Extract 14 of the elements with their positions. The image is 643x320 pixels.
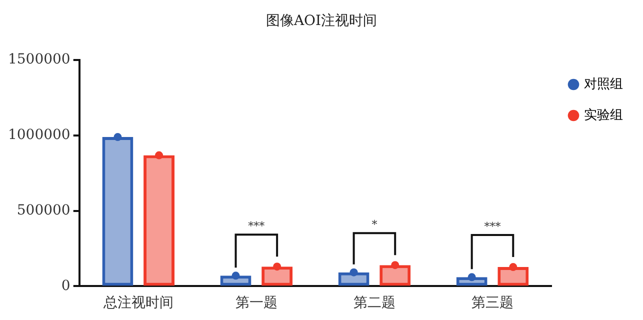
legend-label: 实验组 <box>584 108 623 123</box>
y-tick-label: 1500000 <box>8 52 70 68</box>
y-tick-label: 0 <box>61 278 70 294</box>
x-tick-label: 第一题 <box>235 295 278 312</box>
x-tick-label: 总注视时间 <box>102 295 174 312</box>
y-tick-label: 500000 <box>16 202 70 218</box>
annotation: *** <box>248 220 266 233</box>
annotation: * <box>372 218 378 232</box>
x-tick-label: 第三题 <box>471 295 514 312</box>
legend-label: 对照组 <box>584 76 623 92</box>
y-tick-label: 1000000 <box>8 127 70 144</box>
annotation: *** <box>484 220 502 234</box>
chart-title: 图像AOI注视时间 <box>264 12 378 30</box>
x-tick-label: 第二题 <box>353 295 396 312</box>
